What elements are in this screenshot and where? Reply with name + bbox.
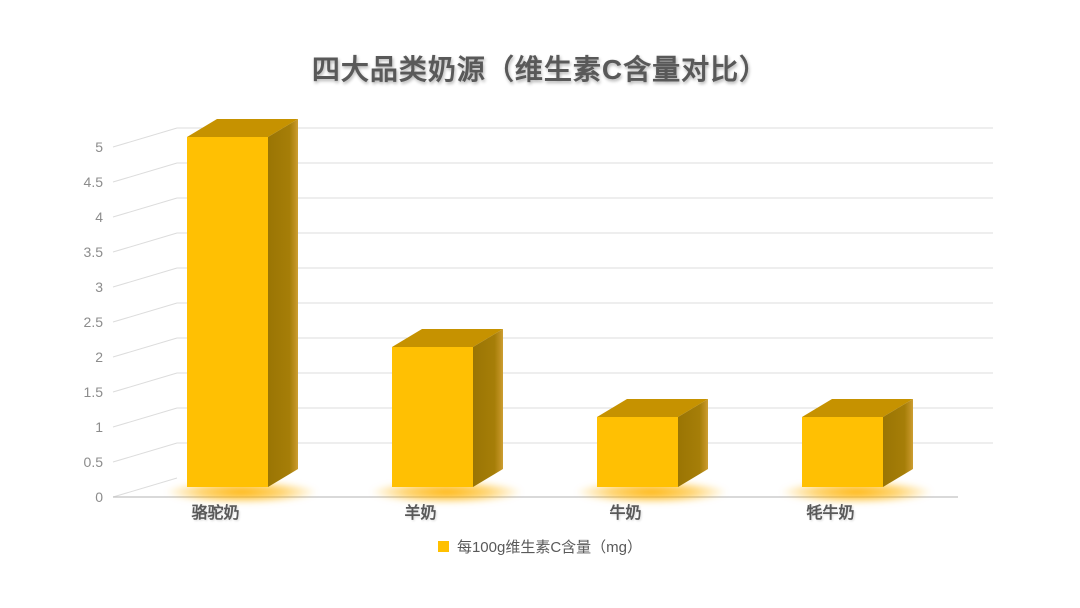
y-tick-label: 3.5 (84, 244, 104, 260)
y-tick-label: 1.5 (84, 384, 104, 400)
y-grid-diagonal (112, 302, 178, 323)
y-tick-label: 1 (95, 419, 103, 435)
chart-title: 四大品类奶源（维生素C含量对比） (311, 54, 769, 85)
y-grid-diagonal (112, 267, 178, 288)
y-tick-label: 2.5 (84, 314, 104, 330)
category-label: 牦牛奶 (806, 503, 854, 522)
y-tick-label: 5 (95, 139, 103, 155)
y-grid-diagonal (112, 407, 178, 428)
bar-top-face (187, 119, 298, 137)
y-grid-diagonal (112, 162, 178, 183)
legend-label: 每100g维生素C含量（mg） (456, 539, 643, 556)
y-tick-label: 4.5 (84, 174, 104, 190)
bar-side-face (473, 329, 503, 487)
y-grid-diagonal (112, 372, 178, 393)
bar-top-face (802, 399, 913, 417)
bar-side-face (883, 399, 913, 487)
bar-top-face (597, 399, 708, 417)
y-tick-label: 4 (95, 209, 103, 225)
y-grid-diagonal (112, 442, 178, 463)
y-grid-diagonal (112, 197, 178, 218)
bar-front-face (597, 417, 678, 487)
y-grid-diagonal (112, 232, 178, 253)
legend: 每100g维生素C含量（mg） (0, 536, 1080, 557)
category-label: 牛奶 (609, 503, 641, 522)
bar-front-face (802, 417, 883, 487)
y-tick-label: 0 (95, 489, 103, 505)
y-grid-diagonal (112, 337, 178, 358)
legend-marker-icon (437, 541, 449, 552)
bar-top-face (392, 329, 503, 347)
y-tick-label: 0.5 (84, 454, 104, 470)
y-tick-label: 3 (95, 279, 103, 295)
bar-front-face (392, 347, 473, 487)
bar-front-face (187, 137, 268, 487)
y-grid-diagonal (112, 477, 178, 498)
bar-side-face (678, 399, 708, 487)
category-label: 羊奶 (404, 503, 436, 522)
category-label: 骆驼奶 (191, 503, 239, 522)
y-grid-diagonal (112, 127, 178, 148)
bar-side-face (268, 119, 298, 487)
y-tick-label: 2 (95, 349, 103, 365)
